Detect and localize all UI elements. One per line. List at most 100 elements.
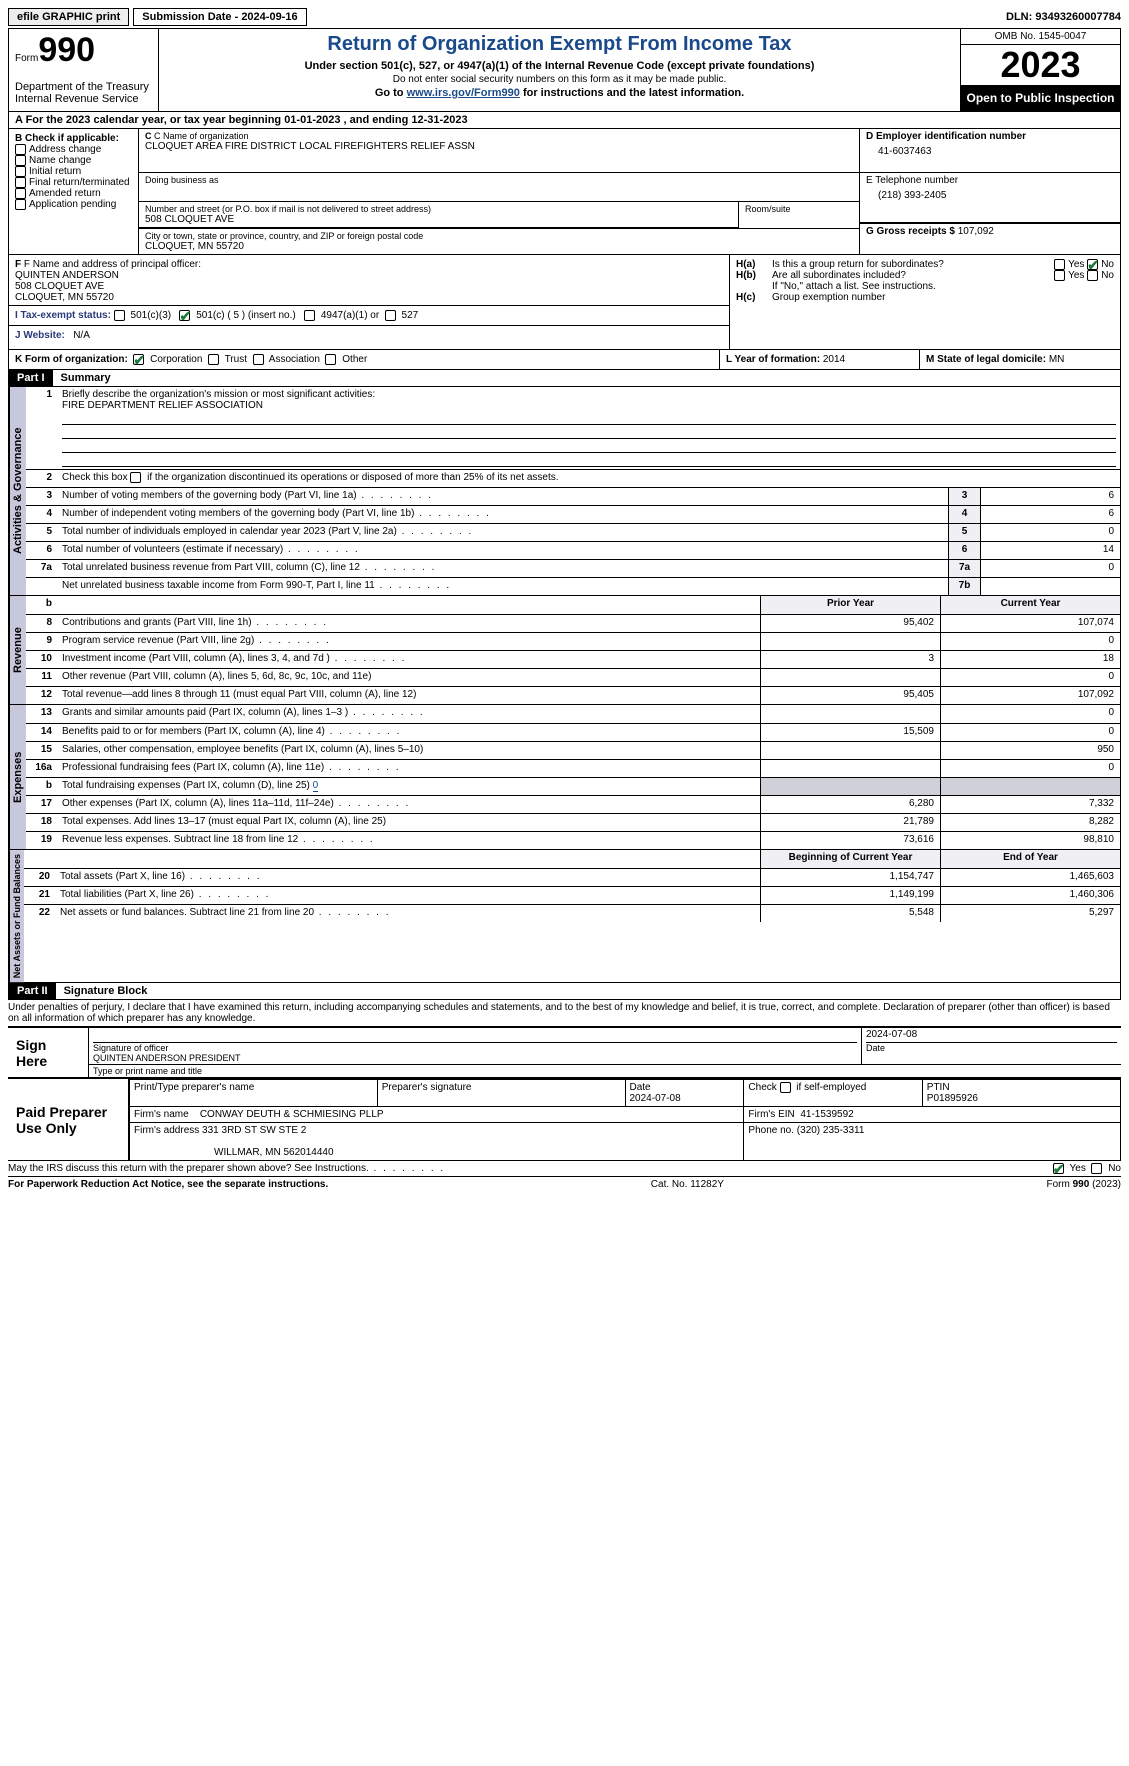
- part1-header: Part I: [9, 370, 53, 386]
- checkbox-address-change[interactable]: [15, 144, 26, 155]
- line12-current: 107,092: [940, 687, 1120, 704]
- prep-date-label: Date: [630, 1082, 651, 1093]
- line14-current: 0: [940, 724, 1120, 741]
- line7b-label: Net unrelated business taxable income fr…: [58, 578, 948, 595]
- room-label: Room/suite: [745, 204, 853, 214]
- form-title: Return of Organization Exempt From Incom…: [165, 33, 954, 56]
- line20-beg: 1,154,747: [760, 869, 940, 886]
- form-number: 990: [38, 31, 95, 69]
- line16a-prior: [760, 760, 940, 777]
- line21-beg: 1,149,199: [760, 887, 940, 904]
- checkbox-amended-return[interactable]: [15, 188, 26, 199]
- phone-value: (218) 393-2405: [866, 186, 1114, 205]
- line8-current: 107,074: [940, 615, 1120, 632]
- line16b-label: Total fundraising expenses (Part IX, col…: [58, 778, 760, 795]
- irs-link[interactable]: www.irs.gov/Form990: [407, 87, 520, 99]
- line15-current: 950: [940, 742, 1120, 759]
- line3-value: 6: [980, 488, 1120, 505]
- sig-date-label: Date: [866, 1043, 885, 1053]
- checkbox-trust[interactable]: [208, 354, 219, 365]
- line16a-label: Professional fundraising fees (Part IX, …: [58, 760, 760, 777]
- checkbox-501c3[interactable]: [114, 310, 125, 321]
- checkbox-discuss-no[interactable]: [1091, 1163, 1102, 1174]
- part2-header: Part II: [9, 983, 56, 999]
- row-j-label: J Website:: [15, 330, 65, 341]
- box-b-title: B Check if applicable:: [15, 133, 132, 144]
- efile-print-button[interactable]: efile GRAPHIC print: [8, 8, 129, 26]
- form-subtitle-2: Do not enter social security numbers on …: [165, 74, 954, 85]
- line18-current: 8,282: [940, 814, 1120, 831]
- checkbox-501c[interactable]: [179, 310, 190, 321]
- firm-name-value: CONWAY DEUTH & SCHMIESING PLLP: [200, 1109, 384, 1120]
- ptin-label: PTIN: [927, 1082, 950, 1093]
- line17-prior: 6,280: [760, 796, 940, 813]
- sig-date-value: 2024-07-08: [866, 1029, 1117, 1043]
- line15-label: Salaries, other compensation, employee b…: [58, 742, 760, 759]
- checkbox-ha-yes[interactable]: [1054, 259, 1065, 270]
- omb-number: OMB No. 1545-0047: [961, 29, 1120, 45]
- submission-date: Submission Date - 2024-09-16: [133, 8, 306, 26]
- firm-addr-label: Firm's address: [134, 1125, 199, 1136]
- domicile-value: MN: [1049, 354, 1065, 365]
- checkbox-corporation[interactable]: [133, 354, 144, 365]
- line8-label: Contributions and grants (Part VIII, lin…: [58, 615, 760, 632]
- firm-addr2: WILLMAR, MN 562014440: [134, 1147, 334, 1158]
- prep-date-value: 2024-07-08: [630, 1093, 681, 1104]
- org-name-label: C C Name of organization: [145, 131, 853, 141]
- line22-end: 5,297: [940, 905, 1120, 922]
- org-name: CLOQUET AREA FIRE DISTRICT LOCAL FIREFIG…: [145, 141, 853, 152]
- checkbox-527[interactable]: [385, 310, 396, 321]
- line13-prior: [760, 705, 940, 723]
- officer-addr1: 508 CLOQUET AVE: [15, 281, 723, 292]
- street-value: 508 CLOQUET AVE: [145, 214, 732, 225]
- hdr-current-year: Current Year: [940, 596, 1120, 614]
- checkbox-other[interactable]: [325, 354, 336, 365]
- vtab-revenue: Revenue: [9, 596, 26, 704]
- checkbox-final-return[interactable]: [15, 177, 26, 188]
- page-footer: For Paperwork Reduction Act Notice, see …: [8, 1176, 1121, 1190]
- line15-prior: [760, 742, 940, 759]
- line20-label: Total assets (Part X, line 16): [56, 869, 760, 886]
- line4-label: Number of independent voting members of …: [58, 506, 948, 523]
- checkbox-application-pending[interactable]: [15, 199, 26, 210]
- line12-prior: 95,405: [760, 687, 940, 704]
- row-a-tax-year: A For the 2023 calendar year, or tax yea…: [9, 111, 1120, 128]
- ein-value: 41-6037463: [866, 142, 1114, 161]
- line1-label: Briefly describe the organization's miss…: [62, 389, 375, 400]
- line12-label: Total revenue—add lines 8 through 11 (mu…: [58, 687, 760, 704]
- checkbox-hb-yes[interactable]: [1054, 270, 1065, 281]
- line13-current: 0: [940, 705, 1120, 723]
- part2-title: Signature Block: [56, 983, 156, 999]
- checkbox-4947[interactable]: [304, 310, 315, 321]
- checkbox-initial-return[interactable]: [15, 166, 26, 177]
- line19-current: 98,810: [940, 832, 1120, 849]
- checkbox-hb-no[interactable]: [1087, 270, 1098, 281]
- checkbox-name-change[interactable]: [15, 155, 26, 166]
- phone-label: E Telephone number: [866, 175, 1114, 186]
- hdr-end: End of Year: [940, 850, 1120, 868]
- line18-label: Total expenses. Add lines 13–17 (must eq…: [58, 814, 760, 831]
- hdr-beginning: Beginning of Current Year: [760, 850, 940, 868]
- line11-prior: [760, 669, 940, 686]
- form-subtitle-3: Go to www.irs.gov/Form990 for instructio…: [165, 87, 954, 99]
- line11-label: Other revenue (Part VIII, column (A), li…: [58, 669, 760, 686]
- prep-sig-label: Preparer's signature: [382, 1082, 472, 1093]
- checkbox-ha-no[interactable]: [1087, 259, 1098, 270]
- city-label: City or town, state or province, country…: [145, 231, 853, 241]
- dln: DLN: 93493260007784: [1006, 11, 1121, 23]
- checkbox-association[interactable]: [253, 354, 264, 365]
- checkbox-self-employed[interactable]: [780, 1082, 791, 1093]
- vtab-net-assets: Net Assets or Fund Balances: [9, 850, 24, 982]
- checkbox-discuss-yes[interactable]: [1053, 1163, 1064, 1174]
- line9-prior: [760, 633, 940, 650]
- discuss-question: May the IRS discuss this return with the…: [8, 1163, 1053, 1174]
- year-formation-label: L Year of formation:: [726, 354, 820, 365]
- vtab-expenses: Expenses: [9, 705, 26, 849]
- department: Department of the Treasury Internal Reve…: [15, 81, 152, 105]
- checkbox-line2[interactable]: [130, 472, 141, 483]
- line5-label: Total number of individuals employed in …: [58, 524, 948, 541]
- firm-ein-label: Firm's EIN: [748, 1109, 794, 1120]
- line6-value: 14: [980, 542, 1120, 559]
- hb-label: Are all subordinates included?: [772, 270, 1054, 281]
- top-bar: efile GRAPHIC print Submission Date - 20…: [8, 8, 1121, 26]
